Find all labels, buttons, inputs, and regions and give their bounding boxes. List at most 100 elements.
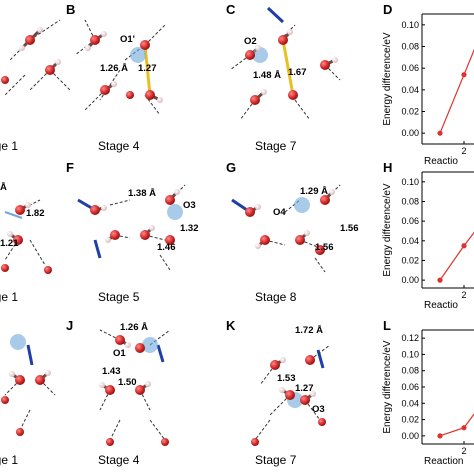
panel-c: C O2 1.48 Å 1.67 Stage 7 <box>226 2 341 153</box>
oxygen-label: O4 <box>273 207 286 218</box>
oxygen-atom <box>161 438 169 446</box>
oxygen-atom <box>251 438 259 446</box>
blue-bond <box>266 6 285 24</box>
oxygen-label: O1 <box>113 348 126 359</box>
x-axis-title: Reactio <box>424 156 458 167</box>
distance-label: 1.56 <box>340 223 359 234</box>
oxygen-atom <box>35 375 45 385</box>
y-tick-label: 0.12 <box>401 333 419 343</box>
hydrogen-atom <box>279 387 285 393</box>
stage-label: Stage 4 <box>98 453 140 467</box>
oxygen-atom <box>140 40 150 50</box>
oxygen-atom <box>126 91 134 99</box>
hydrogen-atom <box>105 237 111 243</box>
hbonds <box>4 379 56 431</box>
oxygen-atom <box>245 50 255 60</box>
distance-label: Å <box>0 182 7 193</box>
distance-label: 1.46 <box>157 242 176 253</box>
energy-charts: D0.000.020.040.060.080.102ReactioEnergy … <box>382 2 474 467</box>
hydrogen-atom <box>7 231 13 237</box>
y-tick-label: 0.02 <box>401 255 419 265</box>
hydrogen-atom <box>55 59 61 65</box>
highlight-sphere <box>142 337 158 353</box>
distance-label: 1.27 <box>138 63 157 74</box>
oxygen-atom <box>288 90 298 100</box>
stage-label: Stage 4 <box>98 139 140 153</box>
distance-label: 1.32 <box>180 223 199 234</box>
distance-label: 1.82 <box>26 208 45 219</box>
highlight-sphere <box>167 204 183 220</box>
hydrogen-atom <box>255 243 261 249</box>
y-tick-label: 0.02 <box>401 107 419 117</box>
series-line <box>439 413 474 437</box>
hydrogen-atom <box>101 31 107 37</box>
y-tick-label: 0.06 <box>401 63 419 73</box>
data-point <box>461 243 467 249</box>
hydrogen-atom <box>332 57 338 63</box>
blue-bond <box>93 239 102 259</box>
oxygen-atom <box>1 264 9 272</box>
distance-label: 1.29 Å <box>300 186 328 197</box>
hydrogen-atom <box>45 370 51 376</box>
oxygen-atom <box>165 195 175 205</box>
hydrogen-atom <box>304 230 310 236</box>
distance-label: 1.50 <box>118 377 137 388</box>
oxygen-atom <box>110 230 120 240</box>
panel-letter: B <box>66 2 75 17</box>
panel-b: B O1' 1.26 Å 1.27 Stage 4 <box>66 2 166 153</box>
x-tick-label: 2 <box>461 446 466 456</box>
hbonds <box>229 24 341 121</box>
distance-label: 1.48 Å <box>253 70 281 81</box>
distance-label: 1.72 Å <box>295 325 323 336</box>
oxygen-atom <box>320 195 330 205</box>
highlight-sphere <box>252 47 268 63</box>
oxygen-atom <box>320 60 330 70</box>
x-tick-label: 2 <box>461 146 466 156</box>
y-tick-label: 0.06 <box>401 382 419 392</box>
oxygen-atom <box>90 205 100 215</box>
oxygen-atom <box>100 85 110 95</box>
hydrogen-atom <box>255 45 261 51</box>
stage-label: age 1 <box>0 290 18 304</box>
data-point <box>437 130 443 136</box>
stage-label: Stage 7 <box>255 453 297 467</box>
y-tick-label: 0.08 <box>401 196 419 206</box>
hydrogen-atom <box>37 27 43 33</box>
oxygen-label: O3 <box>312 404 325 415</box>
y-axis-title: Energy difference/eV <box>382 340 393 434</box>
hydrogen-atom <box>261 89 267 95</box>
oxygen-atom <box>16 428 24 436</box>
yellow-bond <box>143 44 152 96</box>
panel-e: Å 1.82 1.21 age 1 <box>0 182 52 304</box>
panel-letter: J <box>66 318 73 333</box>
yellow-bond <box>281 39 295 96</box>
y-tick-label: 0.00 <box>401 128 419 138</box>
panel-j: J O1 1.26 Å 1.43 1.50 Stage 4 <box>66 318 171 467</box>
hydrogen-atom <box>111 81 117 87</box>
oxygen-atom <box>305 355 315 365</box>
panel-i: age 1 <box>0 334 56 467</box>
hydrogen-atom <box>145 381 151 387</box>
y-tick-label: 0.08 <box>401 42 419 52</box>
data-point <box>461 72 467 78</box>
hydrogen-atom <box>255 204 261 210</box>
oxygen-atom <box>318 418 326 426</box>
panel-a: age 1 <box>0 19 71 153</box>
panel-g: G O4 1.29 Å 1.56 1.56 Stage 8 <box>226 160 359 304</box>
y-tick-label: 0.02 <box>401 415 419 425</box>
hydrogen-atom <box>19 45 25 51</box>
y-tick-label: 0.04 <box>401 85 419 95</box>
x-axis-title: Reaction <box>424 456 463 467</box>
oxygen-atom <box>300 395 310 405</box>
distance-label: 1.53 <box>277 373 296 384</box>
oxygen-atom <box>165 235 175 245</box>
panel-f: F O3 1.38 Å 1.32 1.46 Stage 5 <box>66 160 199 304</box>
distance-label: 1.56 <box>315 242 334 253</box>
panel-k: K O3 1.72 Å 1.53 1.27 Stage 7 <box>226 318 331 467</box>
series-line <box>439 231 474 281</box>
y-tick-label: 0.04 <box>401 398 419 408</box>
oxygen-atom <box>25 35 35 45</box>
highlight-sphere <box>294 197 310 213</box>
data-point <box>437 433 443 439</box>
